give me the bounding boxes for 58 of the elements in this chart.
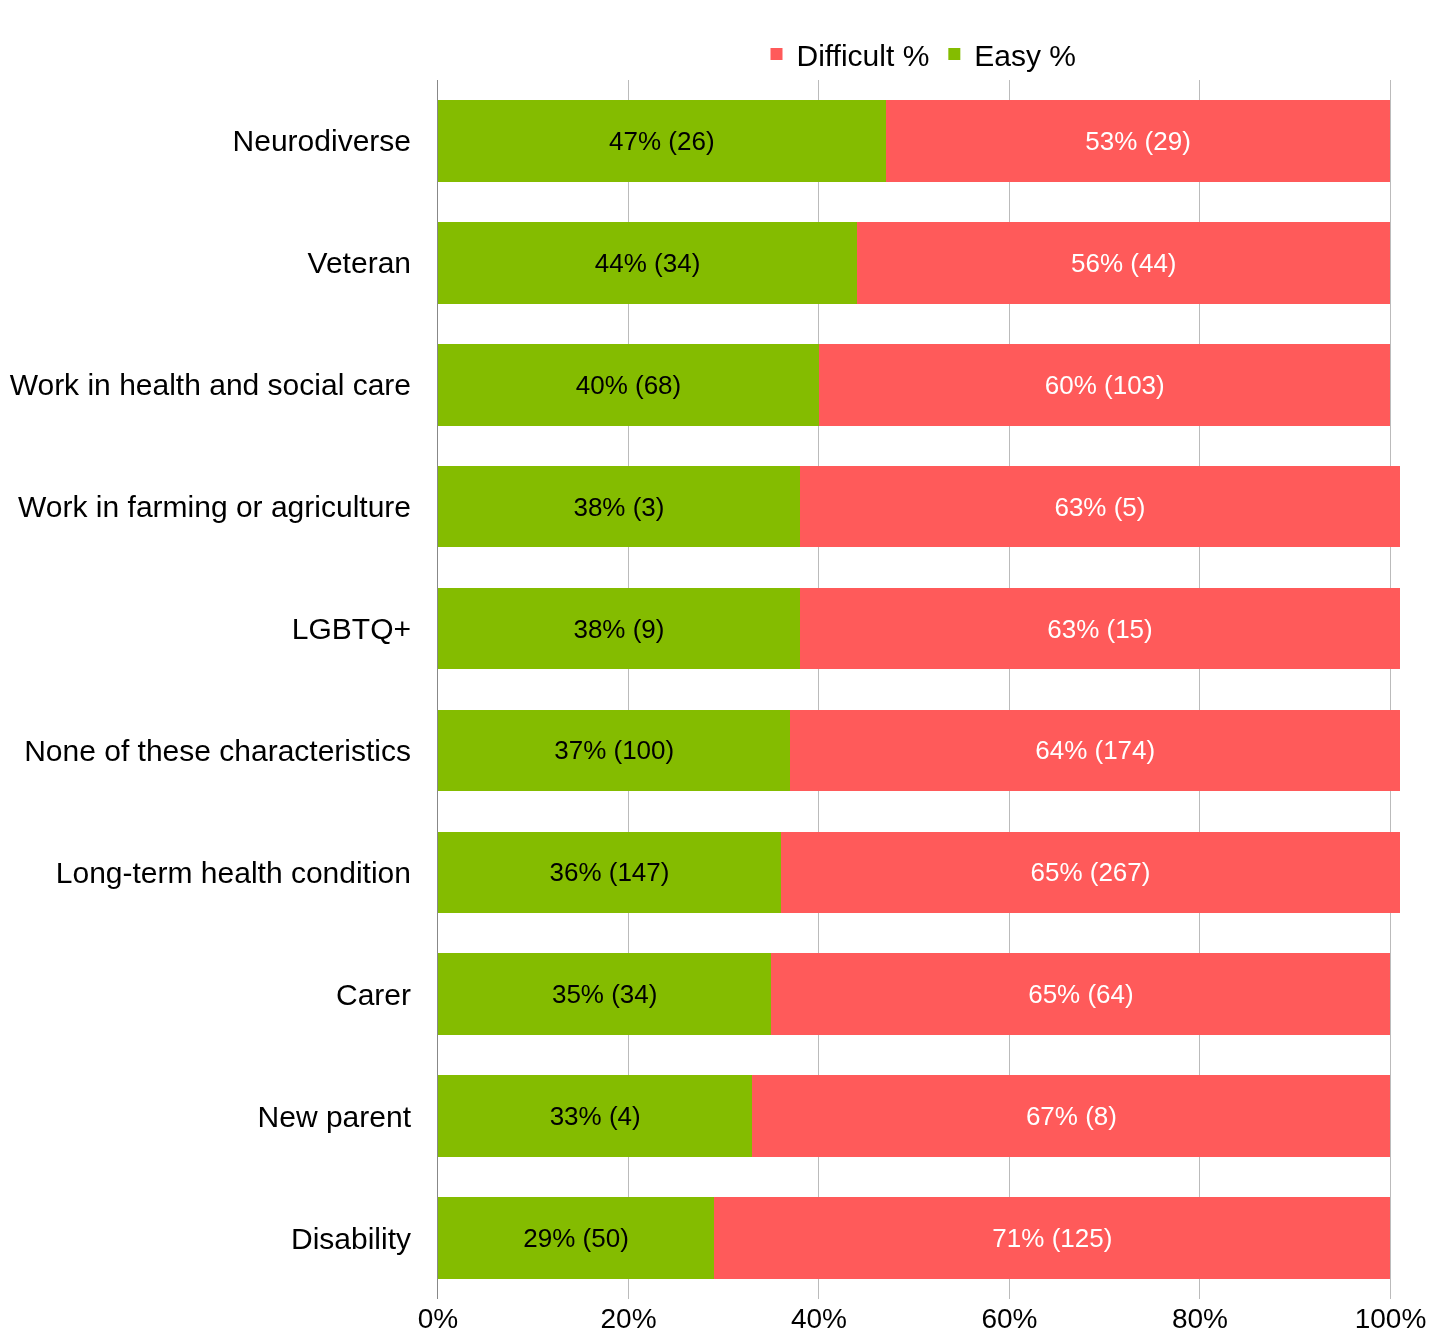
y-tick-label: Veteran (307, 246, 411, 280)
y-tick-label: LGBTQ+ (291, 612, 411, 646)
bar (799, 465, 1400, 548)
data-label: 37% (100) (554, 735, 675, 766)
bar (818, 343, 1391, 426)
data-label: 63% (15) (1047, 613, 1153, 644)
data-label: 63% (5) (1054, 491, 1146, 522)
data-label: 44% (34) (594, 247, 701, 278)
bar (799, 587, 1400, 670)
bar (438, 465, 800, 548)
data-label: 40% (68) (575, 369, 682, 400)
y-tick-label: None of these characteristics (24, 733, 411, 767)
y-tick-label: Carer (335, 977, 412, 1011)
data-label: 65% (267) (1030, 857, 1151, 888)
y-tick-label: Work in farming or agriculture (18, 490, 411, 524)
x-tick-label: 40% (790, 1303, 848, 1334)
data-label: 64% (174) (1035, 735, 1156, 766)
bar (790, 709, 1400, 792)
data-label: 38% (9) (573, 613, 665, 644)
bar (438, 100, 886, 182)
y-tick-label: Work in health and social care (9, 368, 411, 402)
data-label: 33% (4) (549, 1101, 641, 1132)
data-label: 29% (50) (523, 1223, 629, 1254)
bar (438, 1197, 715, 1279)
bar (857, 222, 1391, 304)
x-tick-label: 20% (600, 1303, 657, 1334)
bar (438, 1075, 753, 1157)
bar (771, 953, 1391, 1036)
data-label: 38% (3) (573, 491, 665, 522)
bar (438, 953, 772, 1036)
data-label: 36% (147) (549, 857, 670, 888)
legend-label: Difficult % (796, 38, 930, 72)
data-label: 56% (44) (1071, 247, 1177, 278)
bar (438, 831, 781, 914)
bar (780, 831, 1400, 914)
data-label: 60% (103) (1044, 369, 1165, 400)
data-label: 47% (26) (609, 125, 715, 156)
data-label: 67% (8) (1025, 1101, 1117, 1132)
data-label: 65% (64) (1028, 979, 1134, 1010)
data-label: 53% (29) (1085, 125, 1191, 156)
bar (714, 1197, 1391, 1279)
bar (438, 222, 858, 304)
y-tick-label: Disability (290, 1221, 411, 1255)
y-tick-label: Long-term health condition (55, 855, 411, 889)
bar (438, 343, 819, 426)
bar (438, 587, 800, 670)
x-tick-label: 60% (981, 1303, 1038, 1334)
data-label: 71% (125) (992, 1223, 1113, 1254)
x-tick-label: 0% (417, 1303, 459, 1334)
y-tick-label: Neurodiverse (232, 124, 411, 158)
bar (438, 709, 791, 792)
data-label: 35% (34) (551, 979, 658, 1010)
bar (885, 100, 1391, 182)
bar (752, 1075, 1391, 1157)
x-tick-label: 100% (1354, 1303, 1427, 1334)
legend-label: Easy % (974, 38, 1077, 72)
x-tick-label: 80% (1171, 1303, 1228, 1334)
y-tick-label: New parent (257, 1099, 412, 1133)
